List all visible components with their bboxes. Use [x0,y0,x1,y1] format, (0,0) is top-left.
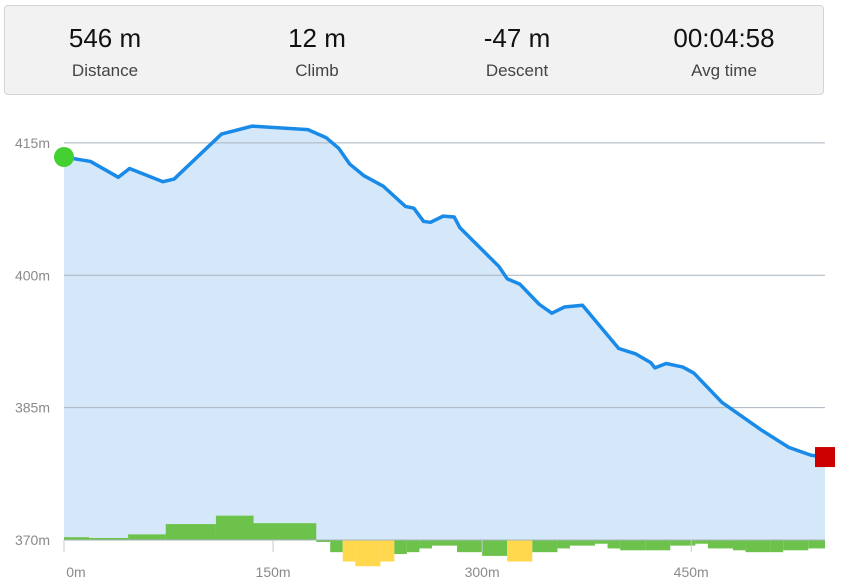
avg-time-label: Avg time [691,61,757,80]
slope-bar-12 [406,540,420,553]
climb-value: 12 m [288,23,346,53]
slope-bar-0 [64,537,90,540]
slope-bar-25 [670,540,696,546]
descent-label: Descent [485,61,549,80]
slope-bar-8 [342,540,356,562]
slope-bar-20 [569,540,596,546]
end-marker [815,447,835,468]
y-tick-label-2: 385m [15,400,50,416]
avg-time-value: 00:04:58 [673,23,775,53]
start-marker [54,147,74,168]
slope-bar-30 [770,540,784,553]
slope-bar-27 [707,540,734,549]
slope-bar-5 [253,523,317,540]
slope-bar-9 [355,540,381,567]
slope-bar-22 [607,540,621,549]
x-tick-label-2: 300m [465,564,500,580]
slope-bar-14 [431,540,458,546]
distance-label: Distance [71,61,139,80]
y-tick-label-0: 415m [15,135,50,151]
slope-bar-17 [507,540,533,562]
slope-bar-21 [595,540,608,544]
slope-bar-4 [215,515,254,540]
descent-value: -47 m [483,23,551,53]
slope-bar-7 [330,540,343,553]
slope-bar-10 [380,540,395,562]
x-tick-label-3: 450m [674,564,709,580]
slope-bar-11 [394,540,407,555]
elevation-line [62,124,827,459]
climb-label: Climb [295,61,339,80]
x-tick-label-0: 0m [66,564,85,580]
x-tick-label-1: 150m [256,564,291,580]
slope-bar-1 [89,538,129,540]
slope-bar-2 [128,534,166,540]
slope-bar-15 [457,540,483,553]
slope-bar-18 [532,540,558,553]
slope-bar-29 [745,540,771,553]
slope-bar-28 [733,540,746,551]
slope-bar-13 [419,540,432,549]
slope-bar-31 [783,540,809,551]
slope-bar-24 [645,540,671,551]
slope-bar-32 [808,540,825,549]
y-tick-label-3: 370m [15,532,50,548]
slope-bar-26 [695,540,708,544]
slope-bar-6 [316,540,331,542]
slope-bar-3 [165,524,216,540]
slope-bar-19 [557,540,570,549]
stats-panel: 546 m Distance 12 m Climb -47 m Descent … [4,5,824,95]
slope-bar-16 [482,540,508,556]
distance-value: 546 m [68,23,142,53]
y-tick-label-1: 400m [15,267,50,283]
elevation-area [64,126,825,540]
slope-bar-23 [620,540,646,551]
